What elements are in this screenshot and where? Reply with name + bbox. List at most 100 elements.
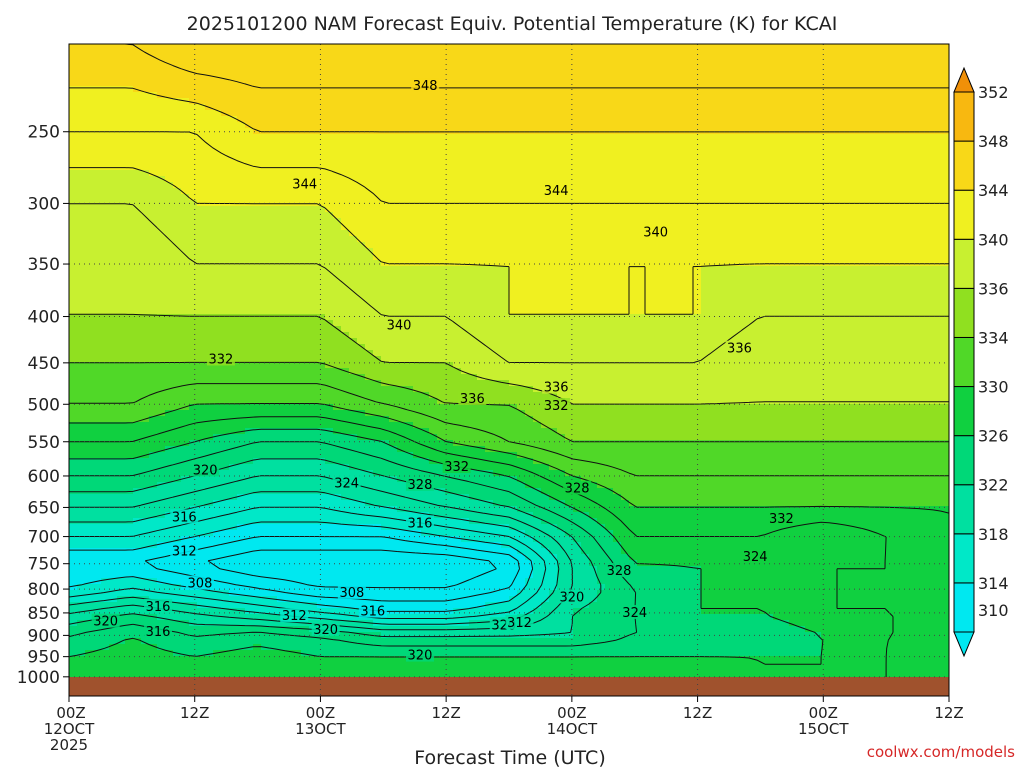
field-cell [685, 116, 694, 123]
field-cell [757, 140, 766, 147]
field-cell [429, 230, 438, 237]
field-cell [229, 272, 238, 279]
field-cell [509, 278, 518, 285]
field-cell [781, 62, 790, 69]
field-cell [261, 236, 270, 243]
field-cell [141, 200, 150, 207]
field-cell [285, 44, 294, 51]
field-cell [237, 50, 246, 57]
field-cell [469, 110, 478, 117]
field-cell [509, 170, 518, 177]
field-cell [813, 266, 822, 273]
field-cell [373, 254, 382, 261]
field-cell [221, 62, 230, 69]
field-cell [621, 50, 630, 57]
field-cell [813, 302, 822, 309]
field-cell [877, 290, 886, 297]
field-cell [253, 152, 262, 159]
field-cell [469, 50, 478, 57]
field-cell [357, 74, 366, 81]
field-cell [93, 296, 102, 303]
field-cell [181, 194, 190, 201]
field-cell [357, 56, 366, 63]
field-cell [725, 158, 734, 165]
field-cell [909, 62, 918, 69]
field-cell [261, 194, 270, 201]
field-cell [645, 62, 654, 69]
field-cell [597, 158, 606, 165]
field-cell [677, 248, 686, 255]
field-cell [541, 146, 550, 153]
field-cell [813, 278, 822, 285]
field-cell [845, 74, 854, 81]
field-cell [621, 122, 630, 129]
field-cell [661, 272, 670, 279]
field-cell [645, 176, 654, 183]
field-cell [493, 188, 502, 195]
field-cell [493, 302, 502, 309]
field-cell [349, 212, 358, 219]
field-cell [509, 248, 518, 255]
field-cell [341, 290, 350, 297]
field-cell [877, 104, 886, 111]
field-cell [405, 116, 414, 123]
field-cell [733, 98, 742, 105]
field-cell [277, 62, 286, 69]
field-cell [125, 302, 134, 309]
field-cell [357, 68, 366, 75]
field-cell [917, 284, 926, 291]
field-cell [565, 302, 574, 309]
field-cell [933, 236, 942, 243]
field-cell [445, 152, 454, 159]
field-cell [589, 296, 598, 303]
field-cell [885, 80, 894, 87]
field-cell [725, 266, 734, 273]
field-cell [69, 212, 78, 219]
field-cell [701, 134, 710, 141]
field-cell [653, 194, 662, 201]
field-cell [453, 74, 462, 81]
field-cell [133, 236, 142, 243]
field-cell [917, 278, 926, 285]
field-cell [837, 188, 846, 195]
field-cell [941, 98, 949, 105]
field-cell [101, 146, 110, 153]
field-cell [117, 248, 126, 255]
field-cell [165, 170, 174, 177]
field-cell [717, 194, 726, 201]
field-cell [125, 158, 134, 165]
field-cell [173, 128, 182, 135]
field-cell [685, 68, 694, 75]
field-cell [637, 272, 646, 279]
field-cell [557, 308, 566, 315]
field-cell [621, 212, 630, 219]
field-cell [677, 92, 686, 99]
field-cell [133, 296, 142, 303]
field-cell [453, 104, 462, 111]
field-cell [789, 50, 798, 57]
field-cell [517, 290, 526, 297]
field-cell [701, 122, 710, 129]
field-cell [677, 284, 686, 291]
field-cell [405, 122, 414, 129]
field-cell [133, 98, 142, 105]
field-cell [269, 224, 278, 231]
field-cell [269, 80, 278, 87]
field-cell [325, 68, 334, 75]
field-cell [557, 44, 566, 51]
field-cell [621, 272, 630, 279]
field-cell [797, 62, 806, 69]
field-cell [197, 212, 206, 219]
field-cell [685, 248, 694, 255]
field-cell [389, 212, 398, 219]
field-cell [349, 296, 358, 303]
field-cell [797, 146, 806, 153]
field-cell [461, 128, 470, 135]
field-cell [869, 68, 878, 75]
field-cell [485, 110, 494, 117]
field-cell [869, 56, 878, 63]
field-cell [189, 296, 198, 303]
field-cell [501, 62, 510, 69]
field-cell [893, 92, 902, 99]
field-cell [573, 296, 582, 303]
